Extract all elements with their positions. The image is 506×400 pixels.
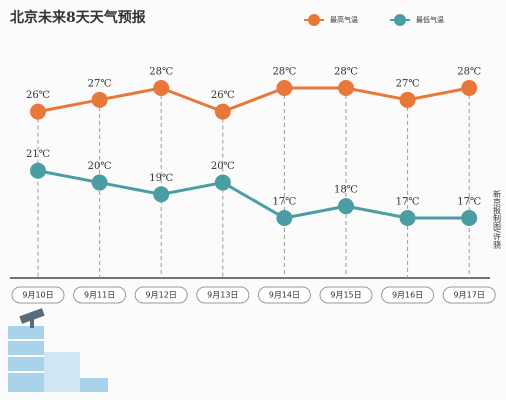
data-label: 20℃ [88,161,112,172]
point [276,210,293,226]
chart-title: 北京未来8天天气预报 [10,9,146,26]
building-icon [8,308,108,392]
category-box [257,286,311,304]
data-label: 26℃ [211,90,235,101]
point [461,80,478,96]
telescope-stand [30,318,34,328]
point [338,80,354,96]
category-box [73,286,127,304]
point [153,80,170,96]
legend-marker [394,14,406,26]
point [214,103,231,120]
data-label: 19℃ [149,173,173,184]
series-line [37,86,470,114]
category-box [11,286,65,304]
point [399,91,416,108]
telescope [19,308,45,324]
data-label: 26℃ [26,90,50,101]
point [153,186,170,203]
point [399,210,416,226]
data-label: 28℃ [457,67,481,78]
building [80,378,108,392]
category-box [196,286,250,304]
x-tick-label: 9月10日 [22,291,53,300]
category-box [319,286,373,304]
building [44,352,80,392]
building [8,326,44,392]
legend-label: 最高气温 [330,15,358,24]
x-tick-label: 9月14日 [269,291,300,300]
point [214,174,231,191]
x-tick-label: 9月16日 [392,291,423,300]
point [276,80,293,96]
data-label: 17℃ [457,197,481,208]
data-label: 17℃ [396,197,420,208]
legend-label: 最低气温 [416,15,444,24]
point [461,210,478,226]
category-box [442,286,496,304]
x-tick-label: 9月11日 [84,291,115,300]
data-label: 21℃ [26,149,50,160]
series-line [37,169,470,220]
point [91,91,108,108]
credit: 新京报制图/许骁 [493,189,502,250]
data-label: 18℃ [334,185,358,196]
data-label: 20℃ [211,161,235,172]
data-label: 27℃ [396,78,420,89]
legend-marker [308,14,320,26]
data-label: 28℃ [272,67,296,78]
point [30,103,46,120]
data-label: 28℃ [149,67,173,78]
x-tick-label: 9月13日 [207,291,238,300]
category-box [381,286,435,304]
x-tick-label: 9月17日 [454,291,485,300]
category-box [134,286,188,304]
point [91,174,108,191]
point [338,198,354,215]
x-tick-label: 9月15日 [330,291,361,300]
x-tick-label: 9月12日 [146,291,177,300]
data-label: 27℃ [88,78,112,89]
data-label: 28℃ [334,67,358,78]
data-label: 17℃ [272,197,296,208]
point [30,162,46,179]
